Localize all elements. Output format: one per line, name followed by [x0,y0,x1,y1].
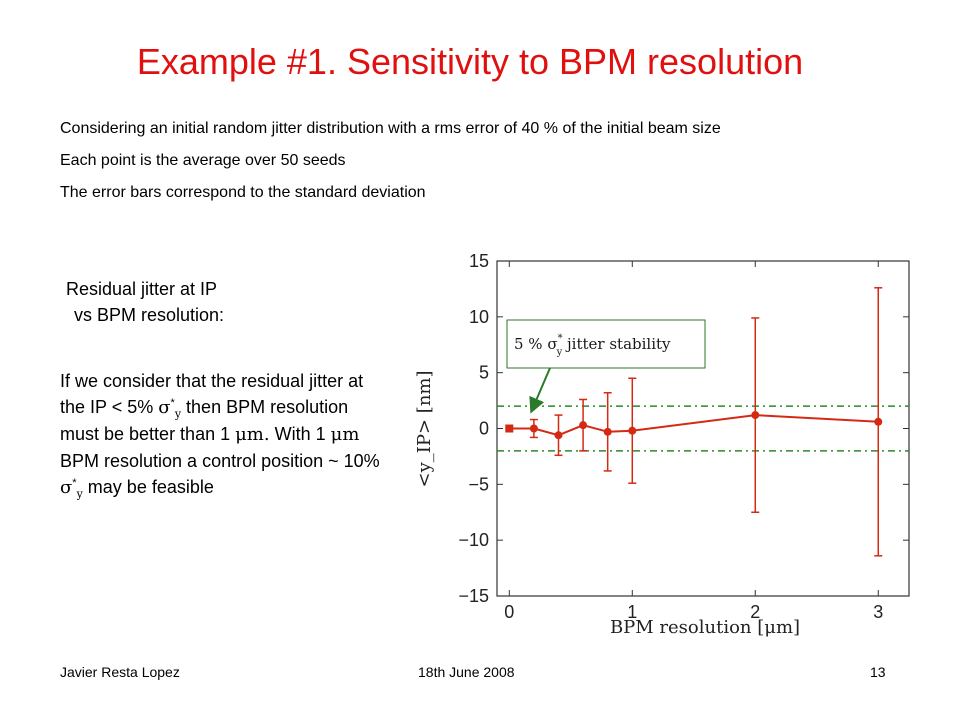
caption-line: Residual jitter at IP [66,279,218,299]
data-point [579,421,588,430]
x-axis-label: BPM resolution [μm] [610,617,800,638]
y-tick-label: 0 [479,419,489,439]
y-tick-label: 10 [469,307,489,327]
annotation-sub: y [556,347,563,358]
annotation-arrow [529,367,551,414]
chart-caption: Residual jitter at IP vs BPM resolution: [66,276,224,328]
star-symbol: * [170,397,175,409]
bullet-list: Considering an initial random jitter dis… [60,118,860,214]
annotation-box: 5 % σ* y jitter stability [506,319,706,369]
axis-ticks: −15 −10 −5 0 5 10 15 0 1 2 3 [458,251,909,622]
unit-micrometer: μm [330,424,360,445]
annotation-post: jitter stability [562,335,671,353]
unit-micrometer: μm. [235,424,270,445]
data-point [603,427,612,436]
series-line [509,414,879,437]
sigma-symbol: σ [158,397,171,418]
annotation-pre: 5 % [514,335,547,353]
reference-lines [497,405,909,452]
footer-date: 18th June 2008 [418,664,515,680]
y-tick-label: −15 [458,586,489,606]
slide-title: Example #1. Sensitivity to BPM resolutio… [136,41,804,82]
jitter-chart: −15 −10 −5 0 5 10 15 0 1 2 3 5 % σ* y jitter stabil… [414,251,910,638]
y-tick-label: 15 [469,251,489,271]
subscript-y: y [76,487,83,501]
subscript-y: y [174,407,182,421]
data-point [505,424,514,433]
x-tick-label: 0 [504,602,514,622]
para-text: may be feasible [82,477,214,497]
data-point [554,431,563,440]
footer-author: Javier Resta Lopez [60,664,180,680]
bullet-item: The error bars correspond to the standar… [60,184,426,201]
bullet-item: Each point is the average over 50 seeds [60,152,346,169]
annotation-star: * [558,333,563,344]
data-series [505,287,883,557]
conclusion-paragraph: If we consider that the residual jitter … [60,368,390,501]
y-axis-label: <y_IP> [nm] [414,371,435,488]
para-text: then BPM resolution must be better than … [60,397,349,444]
data-point [628,426,637,435]
data-point [751,411,760,420]
annotation-text: 5 % σ* y jitter stability [514,333,671,358]
data-point [874,417,883,426]
data-point [529,424,538,433]
footer-page-number: 13 [870,664,886,680]
star-symbol: * [72,477,77,489]
para-text: If we consider that the residual jitter … [60,371,364,417]
x-tick-label: 1 [627,602,637,622]
para-text: With 1 [269,424,331,444]
annotation-frame [506,319,706,369]
sigma-symbol: σ [60,477,73,498]
y-tick-label: −5 [468,474,489,494]
y-tick-label: −10 [458,530,489,550]
x-tick-label: 2 [750,602,760,622]
x-tick-label: 3 [873,602,883,622]
bullet-item: Considering an initial random jitter dis… [60,120,721,137]
caption-line: vs BPM resolution: [74,305,225,325]
y-tick-label: 5 [479,363,489,383]
annotation-sigma: σ [547,335,557,353]
para-text: BPM resolution a control position ~ 10% [60,451,380,471]
